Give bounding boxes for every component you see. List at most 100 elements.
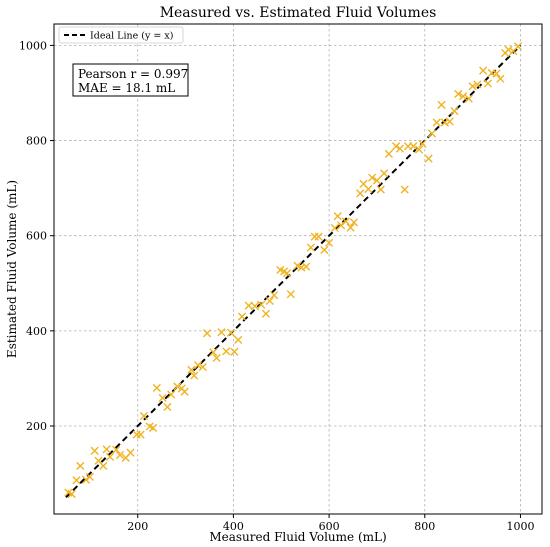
- data-point-94: [492, 69, 501, 78]
- data-point-57: [325, 238, 334, 247]
- x-tick-label-1: 400: [223, 520, 244, 533]
- data-point-48: [282, 269, 292, 278]
- y-tick-label-1: 400: [26, 325, 47, 338]
- data-point-70: [380, 169, 389, 178]
- data-point-19: [148, 423, 158, 432]
- data-point-28: [190, 371, 199, 380]
- data-point-5: [85, 472, 94, 481]
- data-point-67: [368, 173, 377, 182]
- data-point-36: [226, 328, 236, 337]
- data-point-73: [395, 144, 405, 153]
- data-point-85: [450, 106, 459, 116]
- data-point-27: [187, 365, 196, 374]
- data-points: [64, 42, 523, 499]
- data-point-24: [173, 382, 182, 391]
- data-point-31: [203, 329, 212, 338]
- data-point-59: [333, 212, 342, 221]
- data-point-63: [349, 218, 359, 227]
- data-point-20: [152, 383, 161, 393]
- data-point-82: [437, 100, 446, 109]
- data-point-89: [468, 82, 477, 91]
- data-point-77: [414, 145, 424, 154]
- mae-label: MAE = 18.1 mL: [78, 81, 175, 95]
- data-point-3: [76, 461, 85, 471]
- data-point-74: [400, 185, 409, 194]
- legend-box: [58, 26, 184, 44]
- data-point-38: [234, 335, 243, 344]
- data-point-22: [163, 402, 172, 412]
- x-tick-label-3: 800: [414, 520, 435, 533]
- data-point-37: [230, 347, 239, 356]
- data-point-2: [72, 476, 81, 485]
- data-point-12: [115, 450, 125, 460]
- chart-title: Measured vs. Estimated Fluid Volumes: [160, 5, 437, 21]
- data-point-42: [257, 300, 266, 309]
- ideal-line-layer: [65, 44, 522, 499]
- data-point-80: [427, 129, 437, 138]
- y-tick-label-0: 200: [26, 420, 47, 433]
- data-point-21: [158, 393, 167, 403]
- data-point-69: [376, 185, 385, 194]
- data-point-9: [102, 445, 111, 454]
- data-point-15: [132, 430, 141, 439]
- data-point-88: [464, 94, 473, 103]
- data-point-62: [346, 223, 355, 232]
- data-point-66: [364, 184, 373, 194]
- x-tick-label-4: 1000: [506, 520, 534, 533]
- data-point-81: [432, 118, 441, 127]
- data-point-61: [341, 217, 350, 226]
- data-point-79: [424, 154, 433, 163]
- data-point-43: [261, 309, 271, 318]
- x-tick-label-0: 200: [127, 520, 148, 533]
- data-point-49: [286, 290, 295, 299]
- pearson-r-label: Pearson r = 0.997: [78, 67, 188, 81]
- data-point-71: [384, 149, 393, 158]
- data-point-86: [454, 89, 463, 99]
- stats-annotation: Pearson r = 0.997 MAE = 18.1 mL: [72, 63, 189, 97]
- y-tick-label-4: 1000: [19, 39, 47, 52]
- data-point-41: [250, 302, 260, 311]
- data-point-45: [269, 291, 279, 300]
- data-point-32: [209, 348, 218, 357]
- data-point-35: [222, 347, 231, 356]
- plot-frame: [53, 23, 543, 515]
- data-point-76: [409, 142, 418, 151]
- data-point-68: [372, 176, 382, 185]
- data-point-91: [479, 66, 488, 75]
- axis-ticks: 200 400 600 800 1000 200 400 600 800 1000: [19, 39, 534, 533]
- data-point-23: [167, 390, 176, 399]
- data-point-6: [90, 446, 99, 455]
- data-point-87: [458, 92, 468, 101]
- data-point-90: [473, 80, 482, 89]
- data-point-17: [139, 411, 149, 421]
- data-point-39: [237, 312, 247, 321]
- data-point-29: [193, 361, 203, 370]
- data-point-84: [445, 117, 454, 126]
- data-point-8: [99, 461, 108, 471]
- data-point-54: [310, 232, 319, 241]
- data-point-11: [112, 445, 121, 454]
- data-point-58: [330, 223, 339, 233]
- data-point-14: [126, 448, 135, 457]
- legend: Ideal Line (y = x): [58, 26, 184, 44]
- ideal-line: [65, 44, 522, 499]
- y-tick-label-3: 800: [26, 135, 47, 148]
- data-point-30: [198, 362, 207, 372]
- data-point-16: [136, 430, 145, 439]
- data-point-64: [356, 189, 365, 198]
- data-point-78: [418, 139, 427, 148]
- data-point-26: [180, 387, 189, 396]
- data-point-53: [306, 243, 316, 252]
- y-axis-title: Estimated Fluid Volume (mL): [5, 180, 19, 358]
- data-point-34: [217, 328, 226, 337]
- stats-annotation-box: [72, 63, 189, 97]
- data-point-56: [320, 245, 329, 255]
- data-point-52: [302, 262, 311, 271]
- data-point-92: [483, 79, 493, 88]
- data-point-55: [314, 232, 323, 241]
- y-tick-label-2: 600: [26, 230, 47, 243]
- grid-lines: [54, 24, 542, 514]
- data-point-1: [67, 489, 76, 499]
- data-point-99: [513, 42, 523, 51]
